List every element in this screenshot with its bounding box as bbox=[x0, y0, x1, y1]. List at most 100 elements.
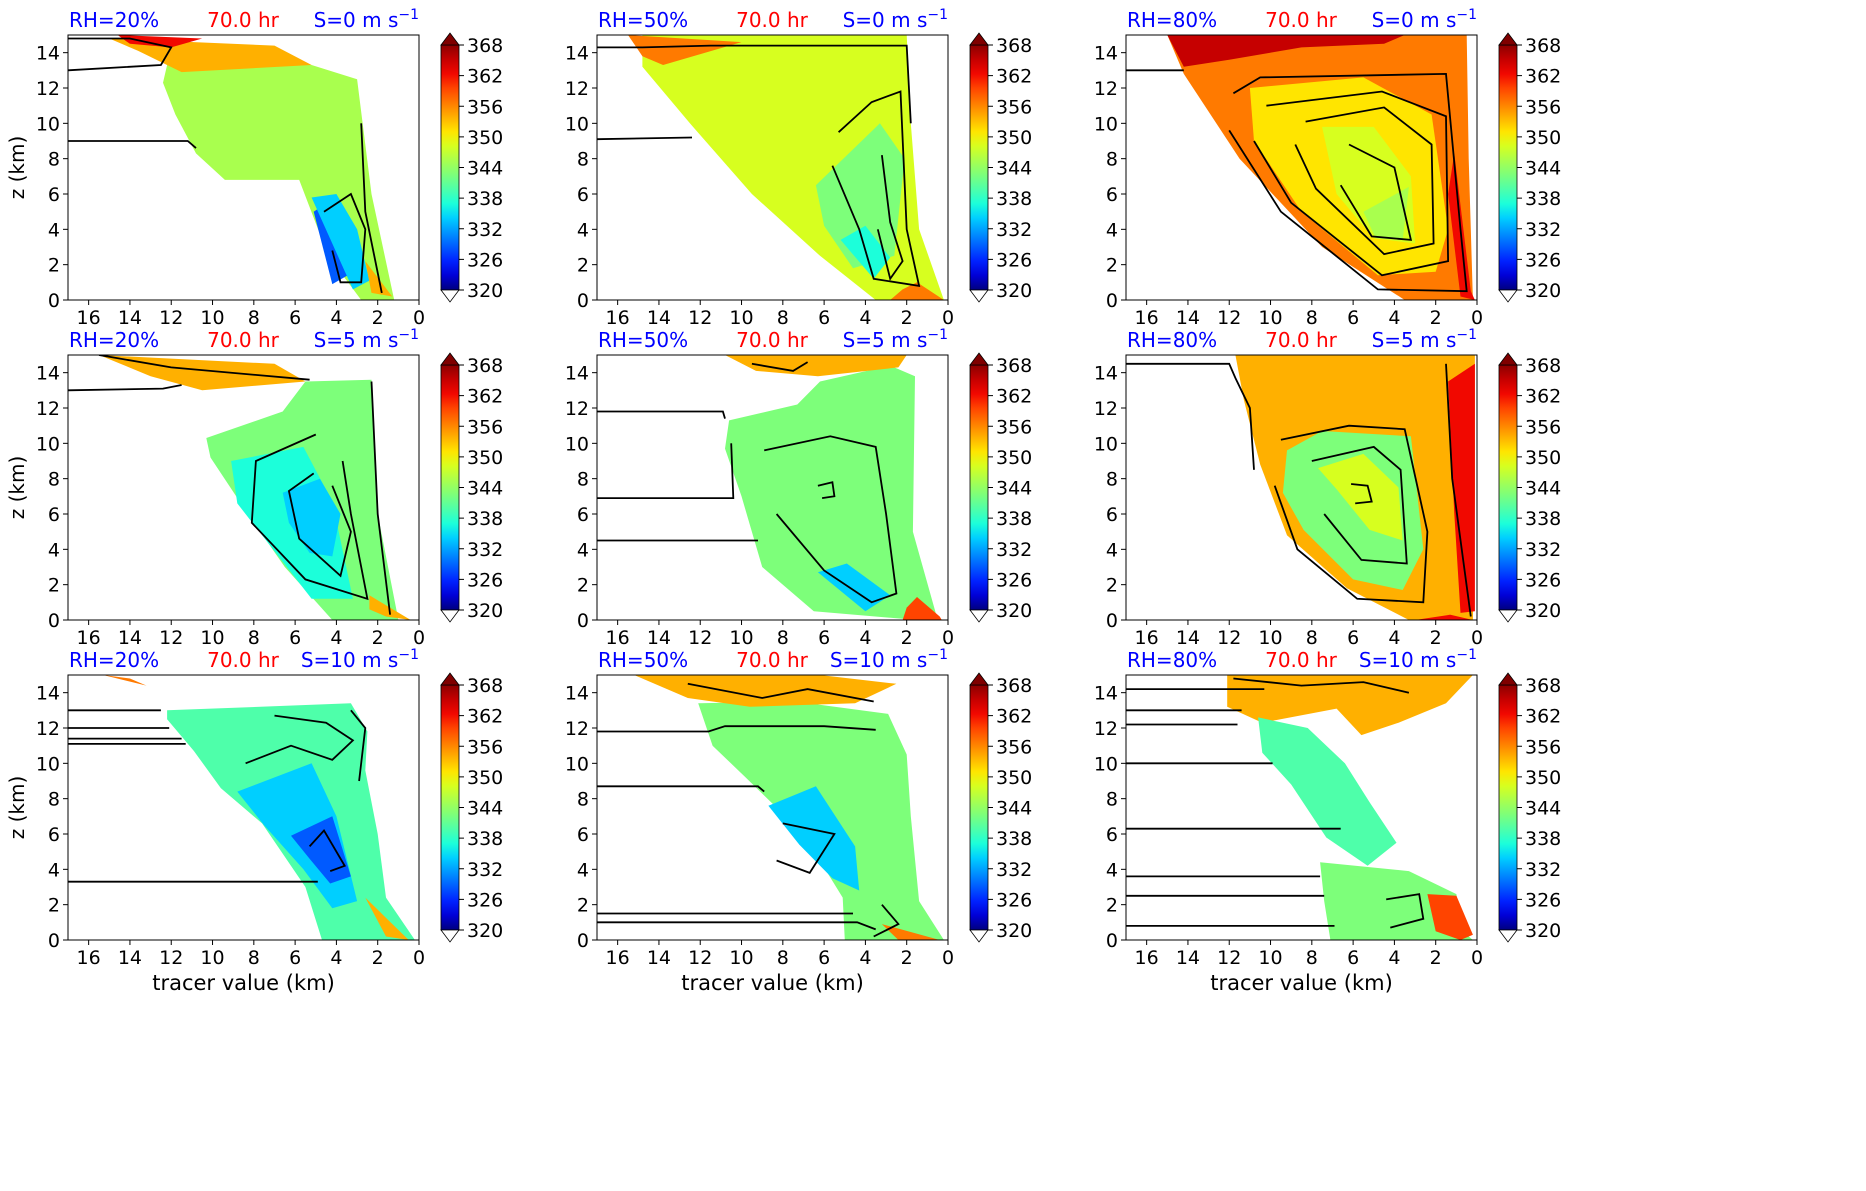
colorbar-tick-label: 362 bbox=[467, 706, 503, 728]
panel-title-rh: RH=80% bbox=[1127, 8, 1217, 32]
mass-flux-contour bbox=[751, 361, 809, 372]
x-tick-label: 6 bbox=[818, 307, 830, 329]
colorbar-tick-label: 332 bbox=[996, 859, 1032, 881]
theta-e-region bbox=[725, 355, 907, 377]
y-tick-label: 4 bbox=[48, 859, 60, 881]
colorbar-tick-label: 338 bbox=[1525, 508, 1561, 530]
y-tick-label: 8 bbox=[577, 149, 589, 171]
x-tick-label: 6 bbox=[818, 947, 830, 969]
x-tick-label: 10 bbox=[200, 627, 224, 649]
y-tick-label: 8 bbox=[1106, 149, 1118, 171]
y-tick-label: 12 bbox=[1094, 398, 1118, 420]
colorbar-min-arrow bbox=[1498, 929, 1518, 943]
colorbar-tick-label: 338 bbox=[996, 508, 1032, 530]
colorbar-gradient bbox=[440, 44, 460, 291]
mass-flux-contour bbox=[370, 381, 391, 615]
tracer-field bbox=[628, 35, 944, 300]
y-tick-label: 10 bbox=[1094, 433, 1118, 455]
mass-flux-contour bbox=[287, 472, 352, 578]
colorbar-min-arrow bbox=[1498, 609, 1518, 623]
y-tick-label: 0 bbox=[1106, 930, 1118, 952]
panel-title-shear: S=10 m s−1 bbox=[301, 647, 419, 672]
mass-flux-contour bbox=[687, 682, 874, 703]
chart-panel: 16 14 12 10 8 6 4 2 0 0 2 4 6 8 10 12 14 RH=80% 70.0 hr S=5… bbox=[1094, 327, 1561, 649]
x-tick-label: 16 bbox=[1135, 307, 1159, 329]
y-tick-label: 8 bbox=[577, 789, 589, 811]
theta-e-region bbox=[117, 35, 203, 48]
colorbar-tick-label: 368 bbox=[996, 675, 1032, 697]
colorbar-min-arrow bbox=[969, 289, 989, 303]
axes-frame bbox=[596, 34, 949, 301]
x-axis-label: tracer value (km) bbox=[681, 971, 864, 995]
colorbar-tick-label: 356 bbox=[996, 96, 1032, 118]
y-tick-label: 4 bbox=[48, 219, 60, 241]
y-tick-label: 4 bbox=[1106, 859, 1118, 881]
x-tick-label: 14 bbox=[647, 627, 671, 649]
y-tick-label: 0 bbox=[48, 290, 60, 312]
colorbar-max-arrow bbox=[1498, 352, 1518, 366]
panel-title-rh: RH=20% bbox=[69, 328, 159, 352]
mass-flux-contour bbox=[831, 90, 921, 287]
y-tick-label: 6 bbox=[48, 504, 60, 526]
colorbar-tick-label: 344 bbox=[1525, 478, 1561, 500]
chart-panel: 16 14 12 10 8 6 4 2 0 0 2 4 6 8 10 12 14 tracer value (km… bbox=[1094, 647, 1561, 995]
x-tick-label: 16 bbox=[1135, 627, 1159, 649]
colorbar-tick-label: 320 bbox=[467, 920, 503, 942]
y-tick-label: 14 bbox=[1094, 363, 1118, 385]
x-tick-label: 6 bbox=[1347, 307, 1359, 329]
x-tick-label: 16 bbox=[77, 627, 101, 649]
colorbar-tick-label: 332 bbox=[1525, 859, 1561, 881]
y-tick-label: 14 bbox=[36, 43, 60, 65]
colorbar-max-arrow bbox=[1498, 672, 1518, 686]
colorbar-tick-label: 332 bbox=[467, 219, 503, 241]
mass-flux-contour bbox=[597, 443, 735, 499]
contour-lines bbox=[1126, 362, 1472, 617]
mass-flux-contour bbox=[776, 822, 836, 874]
mass-flux-contour bbox=[323, 192, 367, 284]
colorbar-tick-label: 338 bbox=[996, 828, 1032, 850]
mass-flux-contour bbox=[597, 725, 876, 733]
x-tick-label: 0 bbox=[1471, 307, 1483, 329]
mass-flux-contour bbox=[1233, 677, 1410, 694]
x-tick-label: 14 bbox=[1176, 947, 1200, 969]
mass-flux-contour bbox=[764, 435, 898, 604]
colorbar: 368 362 356 350 344 338 332 326 320 bbox=[440, 352, 503, 623]
x-tick-label: 14 bbox=[1176, 627, 1200, 649]
colorbar-tick-label: 320 bbox=[467, 280, 503, 302]
x-tick-label: 0 bbox=[942, 627, 954, 649]
y-axis-label: z (km) bbox=[5, 776, 29, 840]
y-tick-label: 0 bbox=[1106, 290, 1118, 312]
x-tick-label: 12 bbox=[1217, 947, 1241, 969]
panel-title-shear: S=5 m s−1 bbox=[843, 327, 948, 352]
colorbar-tick-label: 320 bbox=[467, 600, 503, 622]
colorbar-tick-label: 362 bbox=[467, 386, 503, 408]
colorbar-tick-label: 338 bbox=[467, 828, 503, 850]
y-tick-label: 14 bbox=[36, 363, 60, 385]
x-tick-label: 14 bbox=[118, 627, 142, 649]
colorbar-tick-label: 350 bbox=[996, 127, 1032, 149]
colorbar-tick-label: 362 bbox=[1525, 386, 1561, 408]
panel-title-rh: RH=80% bbox=[1127, 648, 1217, 672]
x-tick-label: 2 bbox=[372, 947, 384, 969]
chart-panel: 16 14 12 10 8 6 4 2 0 0 2 4 6 8 10 12 14 tracer value (km… bbox=[565, 647, 1032, 995]
colorbar-max-arrow bbox=[969, 32, 989, 46]
y-tick-label: 14 bbox=[1094, 683, 1118, 705]
x-tick-label: 2 bbox=[1430, 947, 1442, 969]
x-tick-label: 12 bbox=[688, 947, 712, 969]
y-axis-label: z (km) bbox=[5, 136, 29, 200]
y-tick-label: 10 bbox=[565, 433, 589, 455]
colorbar-tick-label: 344 bbox=[996, 478, 1032, 500]
mass-flux-contour bbox=[98, 355, 310, 381]
colorbar-tick-label: 332 bbox=[996, 219, 1032, 241]
y-tick-label: 2 bbox=[48, 895, 60, 917]
y-tick-label: 2 bbox=[48, 255, 60, 277]
colorbar-tick-label: 338 bbox=[996, 188, 1032, 210]
colorbar-tick-label: 326 bbox=[467, 569, 503, 591]
colorbar-tick-label: 320 bbox=[1525, 600, 1561, 622]
x-tick-label: 12 bbox=[159, 627, 183, 649]
colorbar-tick-label: 368 bbox=[467, 355, 503, 377]
y-tick-label: 14 bbox=[36, 683, 60, 705]
x-tick-label: 10 bbox=[200, 947, 224, 969]
x-tick-label: 4 bbox=[330, 947, 342, 969]
chart-panel: 16 14 12 10 8 6 4 2 0 0 2 4 6 8 10 12 14 z (km) RH=20% 70.0… bbox=[5, 7, 503, 329]
